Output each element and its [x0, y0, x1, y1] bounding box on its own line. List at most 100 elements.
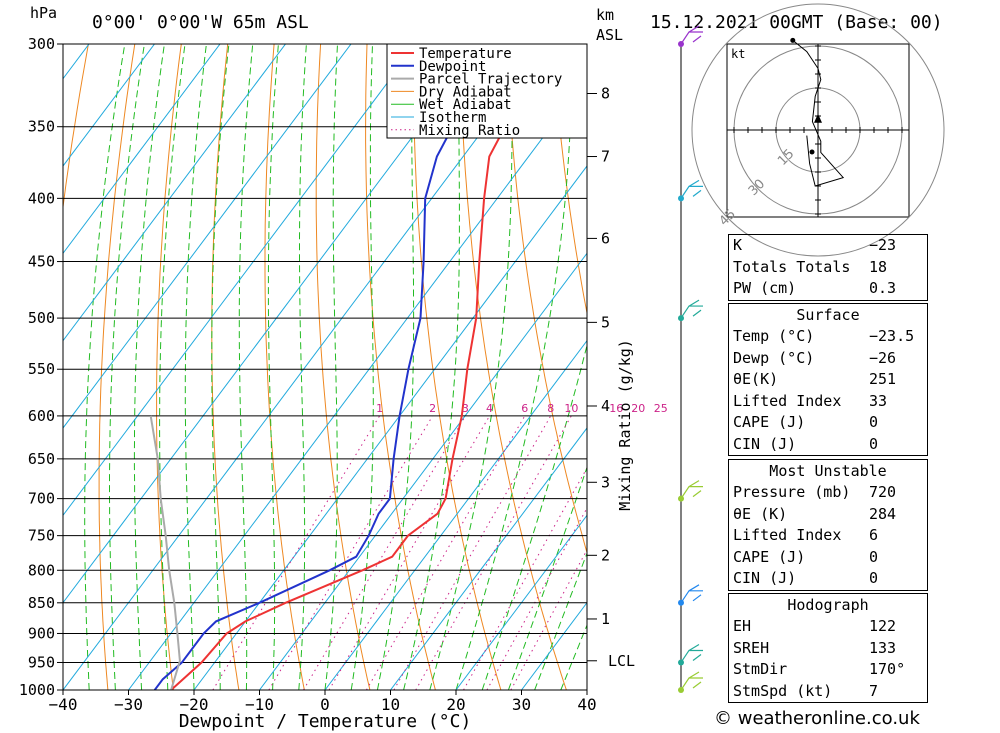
y-tick-label: 1000 — [19, 681, 55, 699]
row-value: 251 — [869, 370, 897, 388]
isotherm — [455, 514, 587, 690]
mixing-ratio-line — [510, 548, 587, 690]
isotherm — [63, 44, 221, 255]
km-asl-unit: ASL — [596, 26, 623, 44]
row-value: 6 — [869, 526, 879, 544]
table-row: Lifted Index 6 — [729, 525, 927, 547]
wet-adiabat — [184, 44, 207, 690]
x-tick-label: 20 — [446, 695, 465, 714]
wind-barb — [680, 671, 703, 691]
wind-barb — [680, 179, 703, 199]
series-parcel-trajectory — [149, 415, 181, 690]
mixing-ratio-label: 3 — [462, 402, 469, 415]
wet-adiabat — [211, 44, 230, 690]
y-tick-label: 700 — [28, 490, 55, 508]
km-tick-label: 6 — [601, 229, 610, 247]
x-tick-label: −20 — [180, 695, 209, 714]
isotherm — [0, 7, 51, 690]
pressure-unit: hPa — [30, 4, 57, 22]
table-row: StmDir 170° — [729, 659, 927, 681]
row-value: 33 — [869, 391, 888, 410]
panel-title: Most Unstable — [769, 462, 887, 480]
row-label: Totals Totals — [733, 257, 851, 276]
row-value: 122 — [869, 617, 897, 635]
legend-label: Temperature — [419, 46, 512, 62]
isotherm — [259, 252, 587, 690]
row-label: StmDir — [733, 660, 788, 678]
row-label: θE (K) — [733, 504, 788, 523]
y-axis: 300 350 400 450 500 550 600 650 700 750 800 850 900 9… — [19, 35, 63, 699]
x-tick-label: 30 — [512, 695, 531, 714]
row-value: 18 — [869, 257, 888, 276]
isotherm — [193, 165, 587, 690]
wind-barb — [680, 299, 703, 319]
storm-motion-marker — [814, 113, 822, 123]
table-row: Lifted Index 33 — [729, 391, 927, 413]
y-tick-label: 300 — [28, 35, 55, 53]
plot-frame — [62, 43, 588, 691]
mixing-ratio-line — [365, 415, 526, 690]
mixing-ratio-label: 8 — [547, 402, 554, 415]
wet-adiabat — [376, 44, 415, 690]
panel-title: Surface — [796, 306, 860, 324]
x-tick-label: 0 — [320, 695, 330, 714]
wet-adiabat — [84, 44, 126, 690]
wind-barb — [680, 480, 703, 499]
row-value: 0 — [869, 569, 879, 587]
wet-adiabat — [507, 465, 587, 690]
mixing-ratio-label: 20 — [631, 402, 645, 415]
surface-panel: Surface Temp (°C) −23.5 Dewp (°C) −26 θE(K) 25… — [728, 303, 928, 456]
dry-adiabat — [63, 44, 89, 211]
isotherm — [390, 427, 587, 690]
table-row: θE(K) 251 — [729, 369, 927, 391]
row-value: 133 — [869, 638, 897, 657]
hodograph-top-point — [790, 37, 796, 43]
row-value: 0 — [869, 434, 879, 453]
x-axis: −40 −30 −20 −10 0 10 20 30 40 — [49, 690, 597, 714]
x-tick-label: −40 — [49, 695, 78, 714]
panel-title: Hodograph — [787, 596, 869, 614]
x-tick-label: 10 — [381, 695, 400, 714]
y-tick-label: 500 — [28, 309, 55, 327]
legend-label: Parcel Trajectory — [419, 72, 562, 88]
km-tick-label: 1 — [601, 610, 610, 628]
wet-adiabat — [298, 44, 307, 690]
table-row: PW (cm) 0.3 — [729, 278, 927, 300]
table-row: Temp (°C) −23.5 — [729, 326, 927, 348]
wet-adiabat — [455, 44, 574, 690]
legend-label: Dry Adiabat — [419, 84, 512, 100]
row-label: EH — [733, 617, 752, 635]
table-row: Dewp (°C) −26 — [729, 348, 927, 370]
row-label: K — [733, 236, 743, 254]
table-row: CIN (J) 0 — [729, 568, 927, 590]
x-axis-label: Dewpoint / Temperature (°C) — [179, 711, 472, 732]
isotherm — [63, 44, 287, 342]
wet-adiabat — [133, 44, 165, 690]
wet-adiabat — [481, 343, 587, 690]
legend-label: Wet Adiabat — [419, 97, 512, 113]
row-label: θE(K) — [733, 370, 779, 388]
y-tick-label: 950 — [28, 653, 55, 671]
km-tick-label: 3 — [601, 473, 610, 491]
location-title: 0°00' 0°00'W 65m ASL — [92, 12, 309, 33]
y-tick-label: 650 — [28, 450, 55, 468]
isotherm — [63, 44, 156, 167]
row-value: 170° — [869, 660, 906, 678]
mixing-ratio-label: 25 — [654, 402, 668, 415]
row-label: Lifted Index — [733, 526, 842, 544]
mixing-ratio-label: 1 — [376, 402, 383, 415]
row-value: 0 — [869, 547, 879, 566]
x-tick-label: 40 — [577, 695, 596, 714]
hodograph-trace — [792, 40, 845, 187]
series-dewpoint — [153, 44, 490, 690]
y-tick-label: 400 — [28, 189, 55, 207]
row-value: 0.3 — [869, 279, 897, 297]
row-label: CAPE (J) — [733, 413, 806, 431]
row-value: 0 — [869, 413, 879, 431]
pressure-grid — [63, 43, 587, 691]
table-row: Totals Totals 18 — [729, 257, 927, 279]
y-tick-label: 550 — [28, 360, 55, 378]
indices-panel: K −23 Totals Totals 18 PW (cm) 0.3 — [728, 234, 928, 301]
series-temperature — [170, 44, 529, 690]
